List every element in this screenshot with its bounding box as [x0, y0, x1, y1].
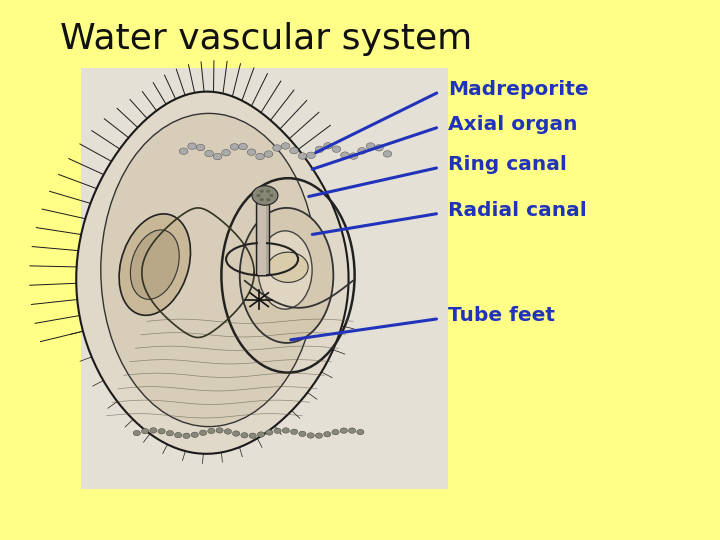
Circle shape — [324, 431, 331, 437]
Circle shape — [158, 429, 166, 434]
Circle shape — [252, 186, 278, 205]
Circle shape — [233, 431, 240, 436]
Text: Radial canal: Radial canal — [448, 201, 587, 220]
Circle shape — [213, 153, 222, 160]
Text: Madreporite: Madreporite — [448, 79, 588, 99]
Circle shape — [216, 428, 223, 433]
Circle shape — [273, 145, 282, 151]
Circle shape — [204, 150, 213, 157]
Circle shape — [282, 143, 290, 149]
Circle shape — [315, 433, 323, 438]
Circle shape — [348, 428, 356, 433]
Circle shape — [264, 151, 273, 157]
Circle shape — [166, 430, 174, 436]
Circle shape — [208, 428, 215, 434]
Circle shape — [266, 198, 271, 201]
Circle shape — [142, 428, 149, 434]
Text: Tube feet: Tube feet — [448, 306, 555, 326]
Ellipse shape — [240, 208, 333, 343]
Circle shape — [239, 143, 248, 150]
Ellipse shape — [101, 113, 317, 427]
Circle shape — [356, 429, 364, 435]
Circle shape — [341, 152, 349, 158]
Circle shape — [247, 149, 256, 156]
Circle shape — [374, 145, 383, 151]
Circle shape — [230, 144, 239, 150]
Circle shape — [274, 428, 282, 434]
Circle shape — [259, 198, 264, 201]
Circle shape — [298, 153, 307, 159]
Circle shape — [332, 146, 341, 152]
Circle shape — [266, 190, 271, 193]
Text: Ring canal: Ring canal — [448, 155, 567, 174]
Bar — [258, 197, 266, 275]
Circle shape — [332, 429, 339, 435]
Ellipse shape — [130, 230, 179, 299]
Circle shape — [289, 147, 298, 154]
Circle shape — [192, 432, 199, 437]
Circle shape — [188, 143, 197, 150]
Text: Axial organ: Axial organ — [448, 114, 577, 134]
Circle shape — [315, 146, 324, 153]
Circle shape — [307, 433, 315, 438]
Circle shape — [269, 194, 274, 197]
Circle shape — [366, 143, 375, 149]
Circle shape — [259, 190, 264, 193]
Circle shape — [225, 429, 232, 434]
Circle shape — [282, 428, 289, 433]
Circle shape — [266, 430, 273, 435]
Ellipse shape — [119, 214, 191, 315]
Circle shape — [258, 432, 265, 437]
Circle shape — [299, 431, 306, 436]
Circle shape — [133, 430, 140, 436]
Circle shape — [349, 153, 358, 159]
Circle shape — [183, 433, 190, 438]
Bar — [81, 68, 448, 489]
Circle shape — [307, 152, 315, 159]
Circle shape — [199, 430, 207, 435]
Circle shape — [174, 433, 181, 438]
Polygon shape — [76, 92, 348, 454]
Circle shape — [256, 194, 261, 197]
Circle shape — [241, 433, 248, 438]
Circle shape — [256, 153, 264, 160]
Circle shape — [340, 428, 348, 433]
Ellipse shape — [258, 231, 312, 309]
Circle shape — [324, 143, 333, 149]
Circle shape — [358, 147, 366, 154]
Circle shape — [249, 433, 256, 438]
Circle shape — [290, 429, 298, 435]
Circle shape — [197, 144, 205, 151]
Bar — [256, 197, 269, 275]
Circle shape — [150, 428, 157, 433]
Circle shape — [222, 150, 230, 156]
Text: Water vascular system: Water vascular system — [60, 22, 472, 56]
Circle shape — [179, 148, 188, 154]
Circle shape — [268, 252, 308, 282]
Circle shape — [383, 151, 392, 157]
